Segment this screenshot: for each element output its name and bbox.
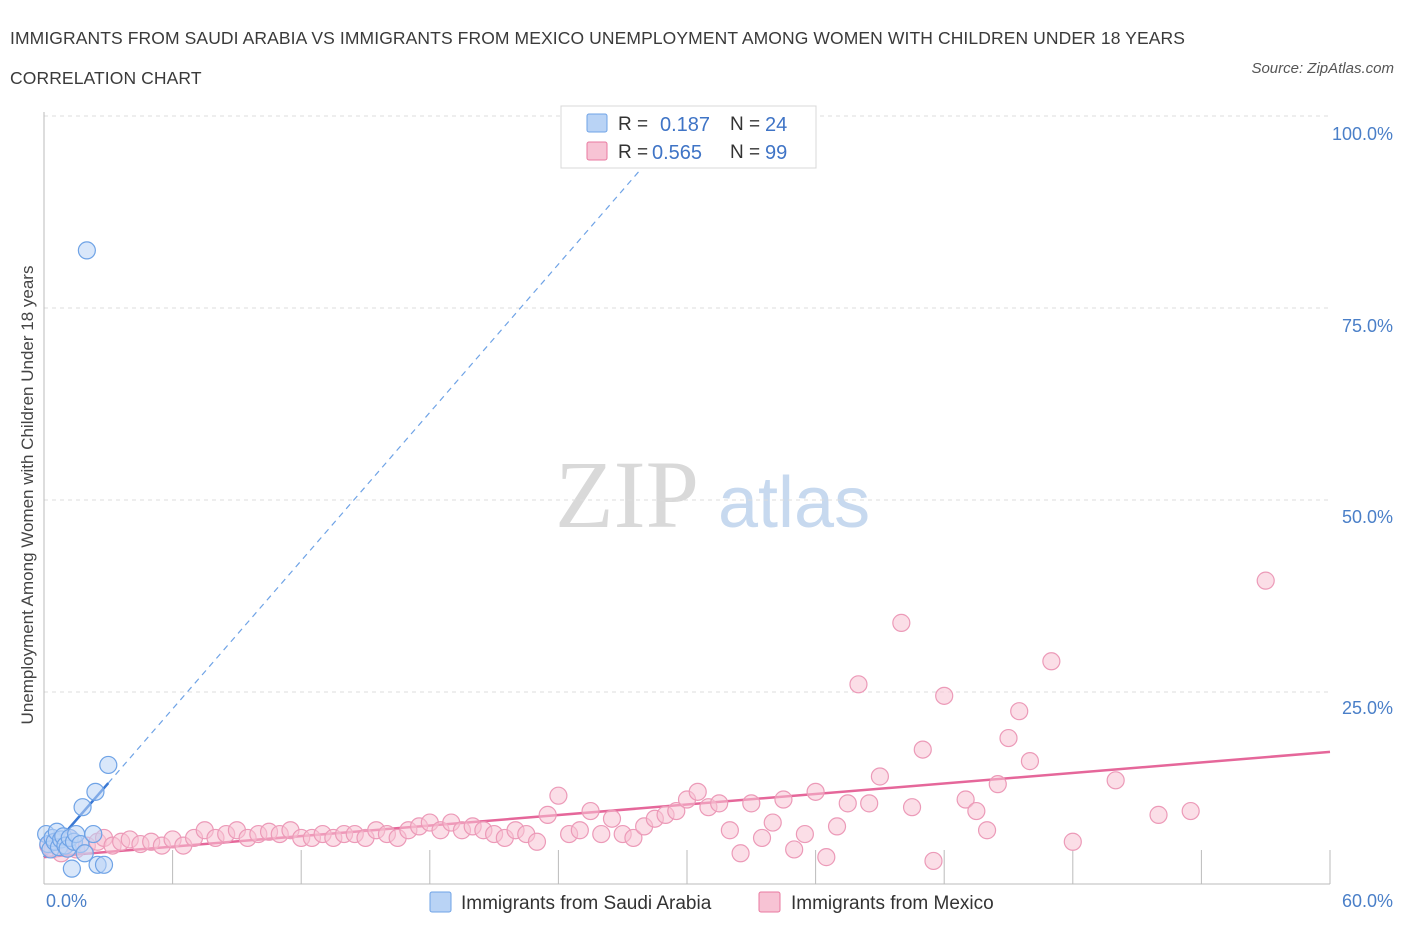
series-mexico-points (39, 571, 1275, 871)
legend-swatch-saudi (429, 891, 452, 913)
data-point-saudi (99, 755, 118, 775)
data-point-mexico (763, 813, 782, 832)
data-point-mexico (956, 790, 975, 809)
data-point-mexico (720, 821, 739, 840)
source-label: Source: ZipAtlas.com (1251, 60, 1394, 77)
data-point-mexico (1256, 571, 1275, 590)
stats-n-value-mexico: 99 (765, 142, 787, 164)
series-saudi-points (37, 241, 118, 878)
x-tick-marks (43, 850, 1331, 884)
data-point-mexico (806, 782, 825, 801)
data-point-saudi (86, 782, 105, 801)
data-point-mexico (538, 805, 557, 824)
data-point-saudi (77, 241, 96, 260)
data-point-mexico (527, 832, 547, 851)
data-point-mexico (688, 782, 707, 801)
stats-r-value-mexico: 0.565 (652, 142, 702, 164)
data-point-mexico (752, 828, 772, 848)
data-point-mexico (667, 801, 686, 821)
stats-legend-swatch-saudi (586, 113, 608, 133)
data-point-saudi (94, 855, 114, 874)
data-point-mexico (849, 675, 868, 694)
legend-label-mexico: Immigrants from Mexico (791, 893, 994, 914)
data-point-mexico (913, 740, 932, 759)
stats-n-label-saudi: N = (730, 114, 760, 135)
data-point-mexico (1106, 771, 1125, 790)
data-point-mexico (902, 798, 922, 817)
stats-legend-swatch-mexico (586, 141, 608, 161)
y-tick-label-50: 50.0% (1342, 507, 1393, 527)
x-tick-label-min: 0.0% (46, 891, 87, 911)
series-legend: Immigrants from Saudi Arabia Immigrants … (429, 891, 994, 914)
data-point-mexico (710, 794, 729, 813)
y-tick-label-75: 75.0% (1342, 316, 1393, 336)
legend-swatch-mexico (758, 891, 781, 913)
data-point-mexico (892, 613, 911, 632)
data-point-saudi (73, 798, 92, 817)
data-point-mexico (1181, 801, 1200, 821)
data-point-mexico (827, 817, 847, 836)
chart-title: IMMIGRANTS FROM SAUDI ARABIA VS IMMIGRAN… (10, 28, 1185, 88)
data-point-mexico (1063, 832, 1082, 851)
data-point-mexico (795, 824, 814, 844)
stats-r-label-mexico: R = (618, 142, 648, 163)
y-axis-label: Unemployment Among Women with Children U… (18, 266, 37, 725)
data-point-mexico (602, 809, 622, 828)
x-tick-label-max: 60.0% (1342, 891, 1393, 911)
data-point-saudi (75, 844, 94, 863)
data-point-mexico (592, 824, 611, 844)
stats-legend: R = 0.187 N = 24 R = 0.565 N = 99 (560, 105, 817, 169)
legend-label-saudi: Immigrants from Saudi Arabia (461, 893, 712, 914)
y-tick-label-25: 25.0% (1342, 698, 1393, 718)
data-point-mexico (838, 794, 857, 813)
y-tick-label-100: 100.0% (1332, 124, 1393, 144)
stats-r-value-saudi: 0.187 (660, 114, 710, 136)
data-point-mexico (860, 794, 879, 813)
data-point-mexico (1042, 652, 1061, 671)
data-point-mexico (785, 840, 804, 859)
data-point-mexico (999, 728, 1018, 748)
data-point-mexico (731, 844, 750, 863)
data-point-mexico (549, 786, 568, 805)
data-point-mexico (870, 767, 890, 786)
data-point-mexico (581, 801, 600, 821)
data-point-mexico (742, 794, 761, 813)
data-point-mexico (967, 801, 986, 821)
watermark-atlas: atlas (718, 463, 870, 543)
data-point-mexico (1020, 752, 1040, 771)
data-point-mexico (624, 828, 643, 848)
data-point-mexico (924, 851, 943, 871)
stats-r-label-saudi: R = (618, 114, 648, 135)
data-point-mexico (774, 790, 793, 809)
data-point-mexico (570, 821, 589, 840)
data-point-saudi (84, 824, 103, 844)
data-point-mexico (935, 686, 954, 705)
stats-n-label-mexico: N = (730, 142, 760, 163)
stats-n-value-saudi: 24 (765, 114, 787, 136)
gridlines (44, 115, 1330, 693)
watermark-zip: ZIP (555, 441, 699, 548)
data-point-mexico (977, 821, 997, 840)
data-point-mexico (1149, 805, 1168, 824)
data-point-mexico (817, 848, 836, 867)
data-point-mexico (1010, 702, 1029, 721)
data-point-saudi (62, 859, 81, 878)
data-point-mexico (988, 775, 1007, 794)
trend-line-saudi-dashed (107, 115, 688, 784)
